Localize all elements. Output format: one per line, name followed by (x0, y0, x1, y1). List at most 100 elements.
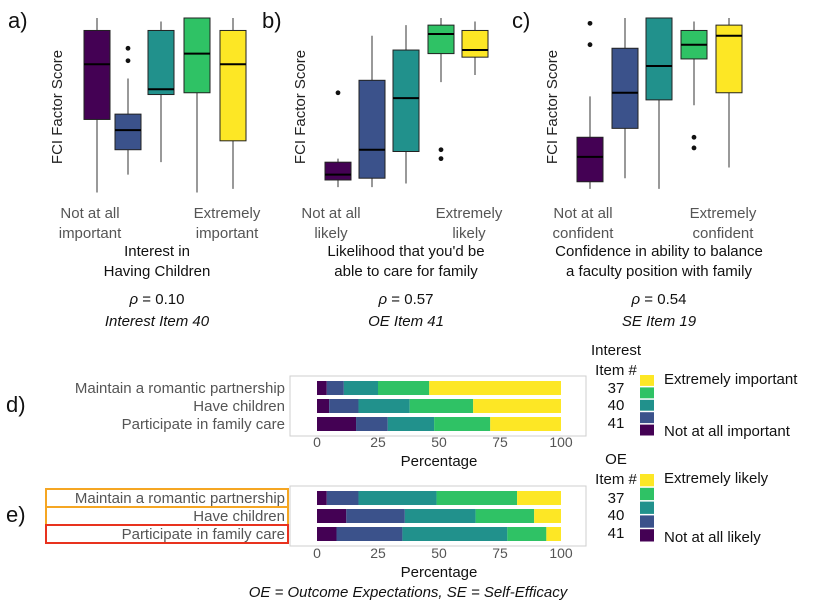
item-number: 37 (608, 380, 625, 397)
bar-row-3 (317, 527, 561, 541)
box-2 (611, 18, 639, 179)
box-5 (715, 18, 743, 168)
legend-swatch (640, 529, 654, 542)
x-tick-label: 75 (492, 545, 508, 561)
box-2 (358, 35, 386, 188)
legend-top-label: Extremely likely (664, 470, 769, 487)
box-3 (392, 25, 420, 184)
x-tick-high-line1: Extremely (690, 205, 757, 222)
bar-row-2 (317, 399, 561, 413)
box-iqr (392, 49, 420, 152)
legend-swatch (640, 412, 654, 424)
x-tick-high-line1: Extremely (194, 205, 261, 222)
x-tick-label: 50 (431, 434, 447, 450)
bar-segment (534, 509, 561, 523)
caption-line-1: Confidence in ability to balance (555, 243, 763, 260)
box-1 (576, 20, 604, 189)
item-label: Interest Item 40 (105, 313, 210, 330)
item-number: 40 (608, 397, 625, 414)
bar-segment (490, 417, 561, 431)
x-tick-label: 100 (549, 545, 573, 561)
x-tick-label: 0 (313, 545, 321, 561)
row-label: Have children (193, 398, 285, 415)
legend-swatch (640, 375, 654, 386)
box-4 (680, 21, 708, 151)
box-4 (427, 18, 455, 162)
x-axis-label: Percentage (401, 564, 478, 581)
panel-label: a) (8, 8, 28, 33)
row-label: Maintain a romantic partnership (75, 380, 285, 397)
outlier-point (438, 147, 444, 153)
box-5 (219, 18, 247, 189)
outlier-point (335, 90, 341, 96)
box-iqr (114, 113, 142, 151)
bar-segment (343, 381, 378, 395)
rho-symbol: ρ (631, 291, 641, 308)
item-number: 40 (608, 507, 625, 524)
box-3 (645, 17, 673, 189)
box-iqr (219, 29, 247, 142)
x-tick-label: 75 (492, 434, 508, 450)
item-number: 41 (608, 525, 625, 542)
legend-swatch (640, 501, 654, 514)
bar-segment (356, 417, 388, 431)
outlier-point (587, 42, 593, 48)
bar-segment (329, 399, 359, 413)
item-number: 41 (608, 415, 625, 432)
box-5 (461, 21, 489, 75)
bar-segment (326, 491, 359, 505)
item-number: 37 (608, 490, 625, 507)
legend-bottom-label: Not at all likely (664, 529, 761, 546)
box-iqr (324, 161, 352, 181)
footnote: OE = Outcome Expectations, SE = Self-Eff… (249, 584, 569, 601)
x-tick-high-line2: important (196, 225, 259, 242)
bar-segment (436, 491, 518, 505)
legend-swatch (640, 474, 654, 487)
legend-swatch (640, 387, 654, 399)
rho-value: = 0.57 (387, 291, 433, 308)
caption-line-2: Having Children (104, 263, 211, 280)
bar-segment (507, 527, 547, 541)
panel-label: b) (262, 8, 282, 33)
box-1 (324, 90, 352, 188)
bar-segment (336, 527, 403, 541)
item-label: SE Item 19 (622, 313, 697, 330)
rho-stat: ρ = 0.57 (378, 291, 434, 308)
box-iqr (461, 29, 489, 58)
box-iqr (183, 17, 211, 94)
bar-segment (317, 417, 357, 431)
box-iqr (147, 29, 175, 96)
box-iqr (645, 17, 673, 101)
x-tick-low-line1: Not at all (553, 205, 612, 222)
rho-symbol: ρ (378, 291, 388, 308)
bar-row-1 (317, 491, 561, 505)
rho-value: = 0.10 (138, 291, 184, 308)
row-label: Participate in family care (122, 526, 285, 543)
item-label: OE Item 41 (368, 313, 444, 330)
bar-segment (429, 381, 561, 395)
x-tick-low-line2: confident (553, 225, 615, 242)
bar-segment (346, 509, 405, 523)
bar-segment (358, 399, 410, 413)
bar-segment (378, 381, 430, 395)
x-tick-label: 25 (370, 434, 386, 450)
bar-segment (317, 399, 330, 413)
plot-frame (289, 485, 587, 547)
row-label: Have children (193, 508, 285, 525)
bar-row-2 (317, 509, 561, 523)
row-highlight-box (45, 524, 289, 544)
rho-stat: ρ = 0.10 (129, 291, 185, 308)
rho-symbol: ρ (129, 291, 139, 308)
outlier-point (691, 134, 697, 140)
legend-title-line2: Item # (595, 362, 637, 379)
caption-line-2: a faculty position with family (566, 263, 752, 280)
legend-title-line2: Item # (595, 471, 637, 488)
box-iqr (427, 24, 455, 55)
box-4 (183, 17, 211, 193)
y-axis-label: FCI Factor Score (544, 50, 561, 164)
caption-line-2: able to care for family (334, 263, 478, 280)
box-2 (114, 45, 142, 175)
x-axis-label: Percentage (401, 453, 478, 470)
bar-segment (409, 399, 474, 413)
x-tick-high-line2: likely (452, 225, 486, 242)
